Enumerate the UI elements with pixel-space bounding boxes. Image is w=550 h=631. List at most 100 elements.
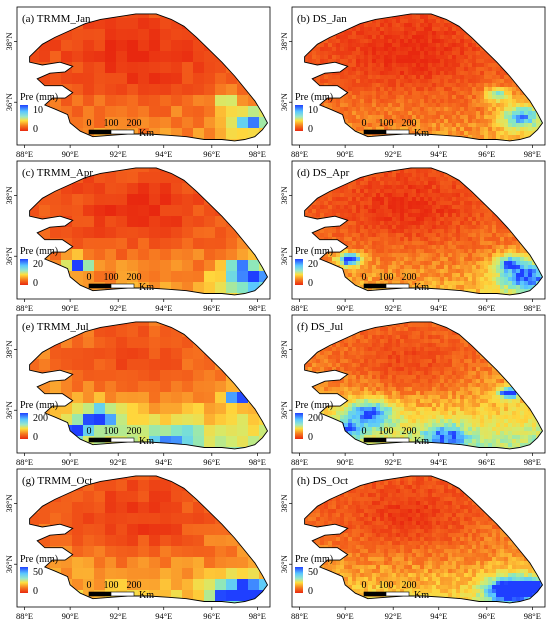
precip-cell — [460, 59, 465, 64]
precip-cell — [416, 265, 421, 270]
scale-bar-black — [88, 283, 112, 289]
precip-cell — [472, 241, 477, 246]
precip-cell — [444, 51, 449, 56]
precip-cell — [388, 245, 393, 250]
precip-cell — [412, 59, 417, 64]
precip-cell — [332, 99, 337, 104]
precip-cell — [440, 39, 445, 44]
precip-cell — [388, 269, 393, 274]
precip-cell — [424, 245, 429, 250]
precip-cell — [416, 253, 421, 258]
precip-cell — [420, 177, 425, 182]
precip-cell — [416, 115, 421, 120]
precip-cell — [420, 281, 425, 286]
precip-cell — [484, 269, 489, 274]
precip-cell — [500, 83, 505, 88]
precip-cell — [448, 87, 453, 92]
precip-cell — [428, 273, 433, 278]
precip-cell — [149, 29, 161, 41]
precip-cell — [468, 209, 473, 214]
precip-cell — [160, 194, 172, 206]
precip-cell — [72, 194, 84, 206]
precip-cell — [83, 84, 95, 96]
precip-cell — [512, 99, 517, 104]
precip-cell — [316, 233, 321, 238]
precip-cell — [412, 111, 417, 116]
precip-cell — [138, 227, 150, 239]
precip-cell — [94, 62, 106, 74]
precip-cell — [149, 249, 161, 261]
precip-cell — [456, 193, 461, 198]
precip-cell — [29, 51, 40, 63]
precip-cell — [332, 197, 337, 202]
precip-cell — [476, 201, 481, 206]
precip-cell — [372, 253, 377, 258]
precip-cell — [324, 59, 329, 64]
precip-cell — [404, 67, 409, 72]
precip-cell — [460, 83, 465, 88]
precip-cell — [532, 281, 537, 286]
precip-cell — [468, 229, 473, 234]
precip-cell — [380, 75, 385, 80]
precip-cell — [380, 63, 385, 68]
precip-cell — [524, 269, 529, 274]
precip-cell — [340, 51, 345, 56]
precip-cell — [400, 237, 405, 242]
precip-cell — [160, 29, 172, 41]
precip-cell — [396, 249, 401, 254]
precip-cell — [484, 59, 489, 64]
precip-cell — [424, 35, 429, 40]
precip-cell — [472, 131, 477, 136]
precip-cell — [392, 39, 397, 44]
precip-cell — [400, 233, 405, 238]
precip-cell — [508, 107, 513, 112]
precip-cell — [468, 213, 473, 218]
precip-cell — [376, 99, 381, 104]
precip-cell — [408, 233, 413, 238]
precip-cell — [424, 15, 429, 20]
precip-cell — [464, 281, 469, 286]
precip-cell — [424, 265, 429, 270]
precip-cell — [360, 177, 365, 182]
precip-cell — [344, 217, 349, 222]
precip-cell — [138, 172, 150, 184]
precip-cell — [105, 216, 117, 228]
precip-cell — [488, 277, 493, 282]
precip-cell — [360, 59, 365, 64]
precip-cell — [356, 217, 361, 222]
precip-cell — [392, 229, 397, 234]
precip-cell — [408, 59, 413, 64]
precip-cell — [376, 277, 381, 282]
precip-cell — [400, 221, 405, 226]
precip-cell — [316, 43, 321, 48]
precip-cell — [512, 257, 517, 262]
precip-cell — [149, 40, 161, 52]
precip-cell — [380, 39, 385, 44]
precip-cell — [444, 67, 449, 72]
precip-cell — [340, 31, 345, 36]
precip-cell — [476, 225, 481, 230]
precip-cell — [460, 107, 465, 112]
precip-cell — [504, 115, 509, 120]
precip-cell — [372, 91, 377, 96]
precip-cell — [396, 19, 401, 24]
precip-cell — [444, 99, 449, 104]
precip-cell — [138, 84, 150, 96]
precip-cell — [396, 281, 401, 286]
precip-cell — [464, 115, 469, 120]
precip-cell — [416, 95, 421, 100]
precip-cell — [388, 31, 393, 36]
precip-cell — [352, 47, 357, 52]
precip-cell — [416, 123, 421, 128]
precip-cell — [360, 55, 365, 60]
precip-cell — [436, 237, 441, 242]
precip-cell — [444, 285, 449, 290]
precip-cell — [440, 257, 445, 262]
precip-cell — [352, 197, 357, 202]
precip-cell — [508, 265, 513, 270]
precip-cell — [416, 237, 421, 242]
precip-cell — [472, 95, 477, 100]
precip-cell — [532, 107, 537, 112]
precip-cell — [448, 193, 453, 198]
precip-cell — [444, 189, 449, 194]
